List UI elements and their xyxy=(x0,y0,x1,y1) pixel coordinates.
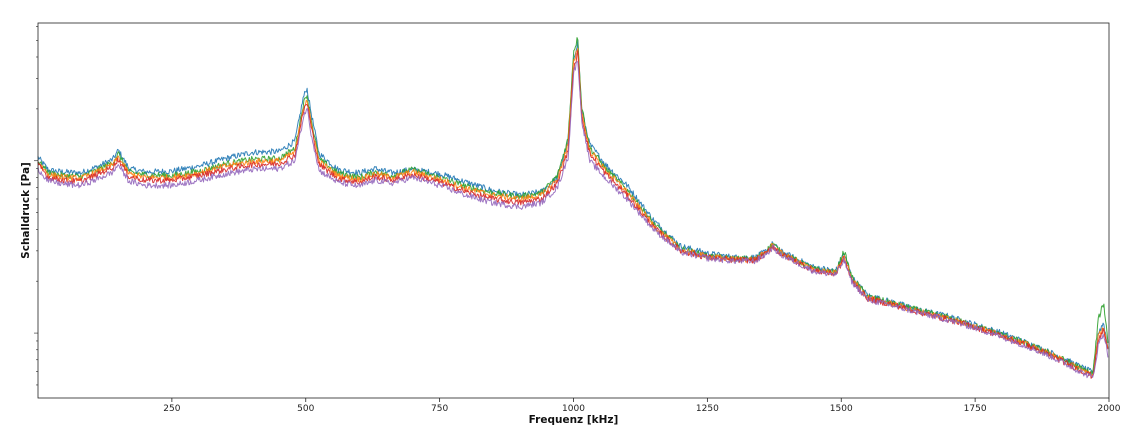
x-axis: 250 500 750 1000 1250 1500 1750 2000 xyxy=(163,398,1121,414)
series-line-4 xyxy=(37,50,1109,379)
y-axis-label: Schalldruck [Pa] xyxy=(20,162,32,259)
x-tick-label: 1250 xyxy=(696,404,719,414)
x-tick-label: 1500 xyxy=(830,404,853,414)
x-tick-label: 750 xyxy=(431,404,448,414)
y-axis xyxy=(34,26,38,386)
x-tick-label: 250 xyxy=(163,404,180,414)
series-layer xyxy=(37,37,1109,379)
x-tick-label: 1750 xyxy=(964,404,987,414)
x-tick-label: 1000 xyxy=(562,404,585,414)
series-line-3 xyxy=(37,48,1109,377)
x-tick-label: 500 xyxy=(297,404,314,414)
series-line-5 xyxy=(37,61,1109,379)
x-axis-label: Frequenz [kHz] xyxy=(529,414,619,426)
x-tick-label: 2000 xyxy=(1098,404,1121,414)
